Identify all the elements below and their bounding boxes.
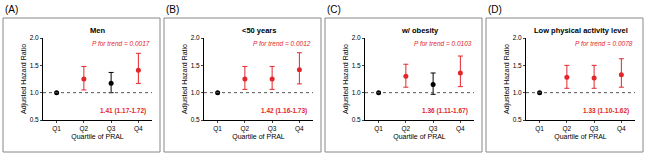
svg-text:Q2: Q2	[241, 125, 250, 133]
svg-text:w/ obesity: w/ obesity	[401, 26, 439, 35]
svg-text:(D): (D)	[488, 4, 502, 15]
svg-text:Quartile of PRAL: Quartile of PRAL	[554, 133, 607, 141]
svg-text:Quartile of PRAL: Quartile of PRAL	[232, 133, 285, 141]
svg-text:1.41 (1.17-1.72): 1.41 (1.17-1.72)	[100, 107, 146, 115]
svg-text:Q4: Q4	[295, 125, 304, 133]
svg-text:Q3: Q3	[107, 125, 116, 133]
svg-text:1.5: 1.5	[352, 62, 361, 69]
svg-text:1.5: 1.5	[191, 62, 200, 69]
svg-text:Adjusted Hazard Ratio: Adjusted Hazard Ratio	[503, 44, 511, 114]
svg-text:Adjusted Hazard Ratio: Adjusted Hazard Ratio	[342, 44, 350, 114]
svg-text:Low physical activity level: Low physical activity level	[534, 26, 628, 35]
svg-text:Men: Men	[90, 26, 105, 35]
svg-text:(B): (B)	[166, 4, 179, 15]
svg-text:Q3: Q3	[268, 125, 277, 133]
svg-text:Adjusted Hazard Ratio: Adjusted Hazard Ratio	[181, 44, 189, 114]
svg-text:0.5: 0.5	[191, 116, 200, 123]
svg-text:1.0: 1.0	[191, 89, 200, 96]
svg-text:Q3: Q3	[429, 125, 438, 133]
svg-text:P for trend = 0.0012: P for trend = 0.0012	[253, 40, 311, 47]
svg-text:1.33 (1.10-1.62): 1.33 (1.10-1.62)	[583, 107, 629, 115]
svg-text:1.0: 1.0	[352, 89, 361, 96]
svg-text:1.5: 1.5	[30, 62, 39, 69]
svg-text:Q1: Q1	[535, 125, 544, 133]
svg-text:0.5: 0.5	[352, 116, 361, 123]
svg-text:Q4: Q4	[134, 125, 143, 133]
svg-text:P for trend = 0.0017: P for trend = 0.0017	[92, 40, 150, 47]
svg-text:2.0: 2.0	[191, 34, 200, 41]
svg-text:(C): (C)	[327, 4, 341, 15]
svg-text:Quartile of PRAL: Quartile of PRAL	[393, 133, 446, 141]
svg-text:1.36 (1.11-1.67): 1.36 (1.11-1.67)	[422, 107, 468, 115]
svg-text:Q2: Q2	[402, 125, 411, 133]
svg-text:<50 years: <50 years	[242, 26, 276, 35]
svg-text:Q3: Q3	[590, 125, 599, 133]
svg-text:1.5: 1.5	[513, 62, 522, 69]
svg-text:2.0: 2.0	[352, 34, 361, 41]
svg-text:P for trend = 0.0078: P for trend = 0.0078	[575, 40, 633, 47]
svg-text:Q4: Q4	[617, 125, 626, 133]
svg-text:Q4: Q4	[456, 125, 465, 133]
svg-text:Q2: Q2	[80, 125, 89, 133]
svg-text:1.0: 1.0	[513, 89, 522, 96]
svg-text:Q1: Q1	[374, 125, 383, 133]
svg-text:1.42 (1.16-1.73): 1.42 (1.16-1.73)	[261, 107, 307, 115]
svg-text:Quartile of PRAL: Quartile of PRAL	[71, 133, 124, 141]
svg-text:1.0: 1.0	[30, 89, 39, 96]
svg-text:2.0: 2.0	[30, 34, 39, 41]
svg-text:2.0: 2.0	[513, 34, 522, 41]
svg-text:P for trend = 0.0103: P for trend = 0.0103	[414, 40, 472, 47]
svg-text:(A): (A)	[5, 4, 18, 15]
svg-text:Q2: Q2	[563, 125, 572, 133]
svg-text:0.5: 0.5	[513, 116, 522, 123]
svg-text:Q1: Q1	[213, 125, 222, 133]
svg-text:Q1: Q1	[52, 125, 61, 133]
svg-text:Adjusted Hazard Ratio: Adjusted Hazard Ratio	[20, 44, 28, 114]
svg-text:0.5: 0.5	[30, 116, 39, 123]
